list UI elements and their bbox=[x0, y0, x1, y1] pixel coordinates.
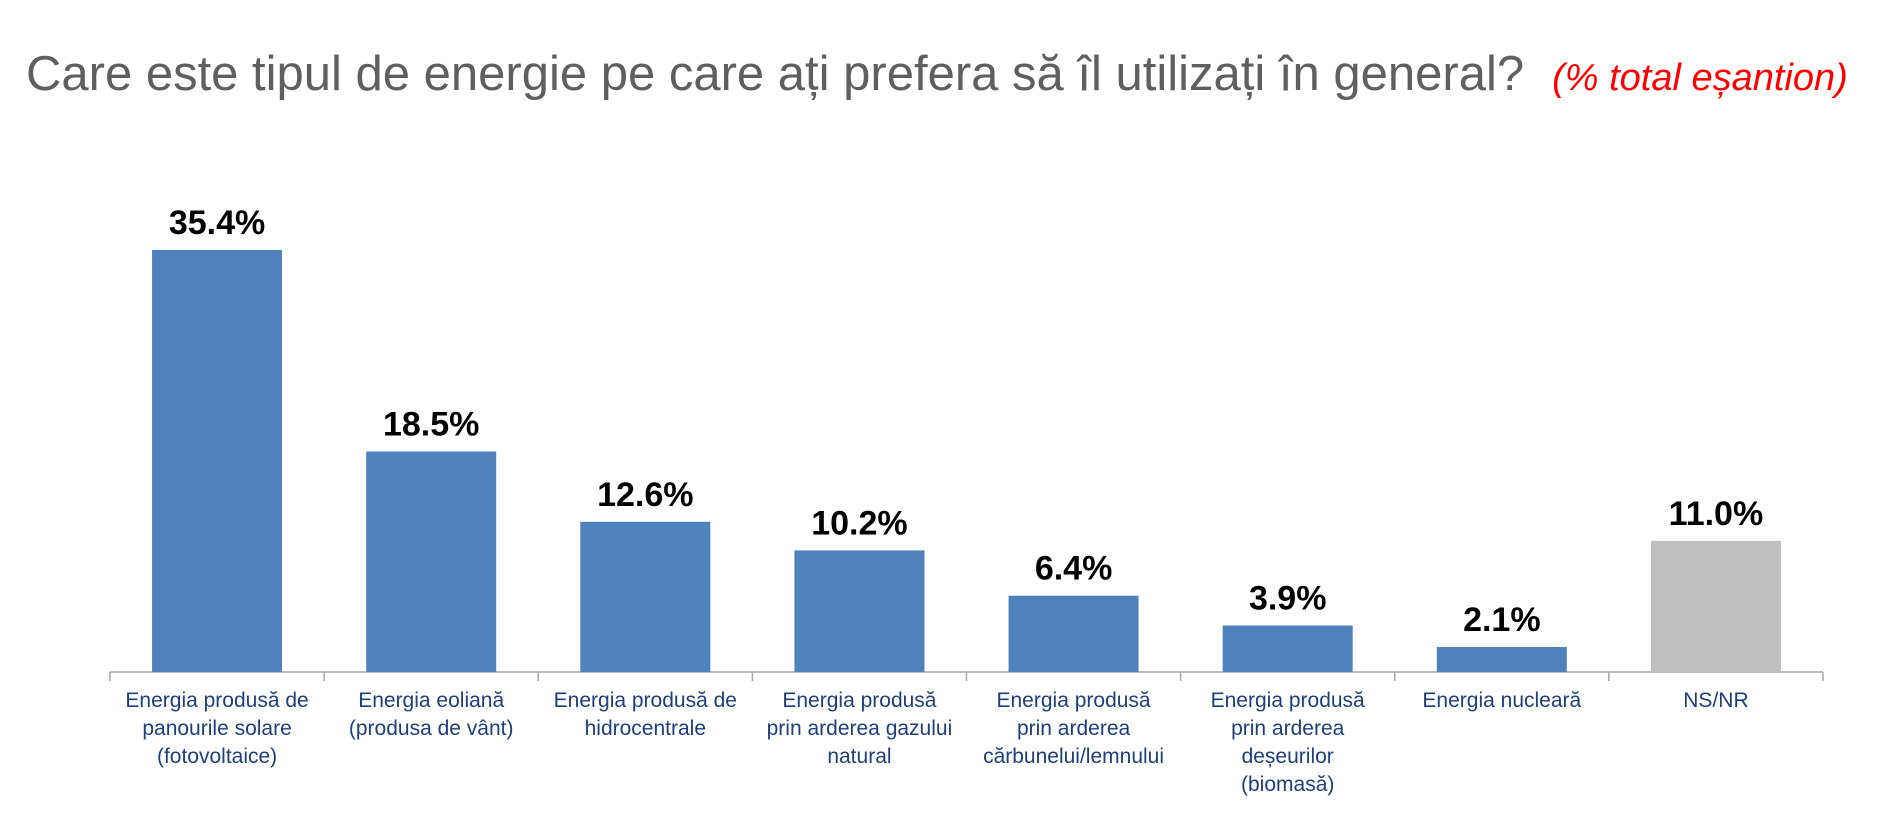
category-label-line: Energia produsă bbox=[782, 689, 936, 712]
data-label: 2.1% bbox=[1463, 601, 1541, 639]
bar bbox=[152, 250, 283, 672]
chart-subtitle: (% total eșantion) bbox=[1552, 57, 1848, 99]
bar bbox=[366, 451, 497, 672]
data-label: 18.5% bbox=[383, 405, 479, 443]
category-label: Energia nucleară bbox=[1422, 689, 1581, 712]
category-label-line: Energia produsă bbox=[997, 689, 1151, 712]
category-label-line: prin arderea bbox=[1017, 717, 1131, 740]
category-label: Energia produsă de hidrocentrale bbox=[554, 689, 737, 740]
category-label-line: Energia produsă bbox=[1211, 689, 1365, 712]
category-label: Energia produsă prin arderea deșeurilor (bi… bbox=[1211, 689, 1365, 796]
chart-title-row: Care este tipul de energie pe care ați p… bbox=[26, 46, 1848, 102]
bar bbox=[1436, 646, 1567, 672]
category-label-line: Energia nucleară bbox=[1422, 689, 1581, 712]
data-label: 3.9% bbox=[1249, 580, 1327, 618]
category-label-line: NS/NR bbox=[1683, 689, 1748, 712]
category-label: Energia eoliană (produsa de vânt) bbox=[349, 689, 514, 740]
category-label: Energia produsă prin arderea cărbunelui/le… bbox=[983, 689, 1164, 768]
category-label-line: Energia produsă de bbox=[554, 689, 737, 712]
category-label-line: prin arderea gazului bbox=[767, 717, 953, 740]
data-label: 12.6% bbox=[597, 476, 693, 514]
bar bbox=[1008, 595, 1139, 672]
category-label: Energia produsă prin arderea gazului natur… bbox=[767, 689, 953, 768]
category-label-line: cărbunelui/lemnului bbox=[983, 745, 1164, 768]
chart-title: Care este tipul de energie pe care ați p… bbox=[26, 47, 1525, 101]
category-label-line: natural bbox=[827, 745, 891, 768]
data-label: 10.2% bbox=[811, 504, 907, 542]
category-label-line: prin arderea bbox=[1231, 717, 1345, 740]
category-label-line: (biomasă) bbox=[1241, 773, 1334, 796]
data-label: 6.4% bbox=[1035, 550, 1113, 588]
bar bbox=[1222, 625, 1353, 672]
category-label-line: hidrocentrale bbox=[585, 717, 706, 740]
bar bbox=[1650, 540, 1781, 672]
data-label: 11.0% bbox=[1669, 495, 1764, 533]
category-label-line: Energia produsă de bbox=[125, 689, 308, 712]
category-label-line: Energia eoliană bbox=[358, 689, 504, 712]
bar bbox=[580, 521, 711, 672]
category-label-line: (fotovoltaice) bbox=[157, 745, 277, 768]
data-label: 35.4% bbox=[169, 204, 265, 242]
category-label-line: deșeurilor bbox=[1242, 745, 1334, 768]
category-label-line: (produsa de vânt) bbox=[349, 717, 514, 740]
category-label-line: panourile solare bbox=[142, 717, 291, 740]
category-label: Energia produsă de panourile solare (fotov… bbox=[125, 689, 308, 768]
category-label: NS/NR bbox=[1683, 689, 1748, 712]
bar bbox=[794, 550, 925, 672]
